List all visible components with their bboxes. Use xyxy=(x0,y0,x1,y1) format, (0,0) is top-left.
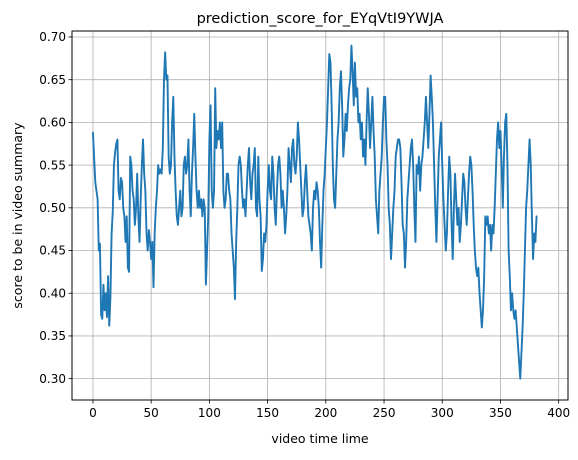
x-tick-label: 400 xyxy=(547,406,570,420)
x-tick-label: 50 xyxy=(144,406,159,420)
x-axis-ticks: 0 50 100 150 200 250 300 350 400 xyxy=(89,400,570,420)
x-tick-label: 250 xyxy=(373,406,396,420)
y-tick-label: 0.45 xyxy=(39,244,66,258)
x-tick-label: 200 xyxy=(314,406,337,420)
y-tick-label: 0.70 xyxy=(39,30,66,44)
axes-frame xyxy=(71,30,569,401)
x-tick-label: 350 xyxy=(489,406,512,420)
y-tick-label: 0.30 xyxy=(39,372,66,386)
x-tick-label: 0 xyxy=(89,406,97,420)
grid-lines xyxy=(72,31,568,400)
y-axis-ticks: 0.30 0.35 0.40 0.45 0.50 0.55 0.60 0.65 0.70 xyxy=(39,30,72,386)
x-tick-label: 100 xyxy=(198,406,221,420)
x-tick-label: 300 xyxy=(431,406,454,420)
y-tick-label: 0.60 xyxy=(39,116,66,130)
plot-area xyxy=(92,44,538,380)
x-axis-label: video time lime xyxy=(271,431,368,446)
x-tick-label: 150 xyxy=(256,406,279,420)
y-tick-label: 0.35 xyxy=(39,329,66,343)
y-tick-label: 0.50 xyxy=(39,201,66,215)
series-line xyxy=(92,44,538,380)
y-tick-label: 0.65 xyxy=(39,73,66,87)
y-tick-label: 0.55 xyxy=(39,158,66,172)
y-axis-label: score to be in video summary xyxy=(10,122,25,309)
chart-title: prediction_score_for_EYqVtI9YWJA xyxy=(197,11,444,27)
y-tick-label: 0.40 xyxy=(39,286,66,300)
